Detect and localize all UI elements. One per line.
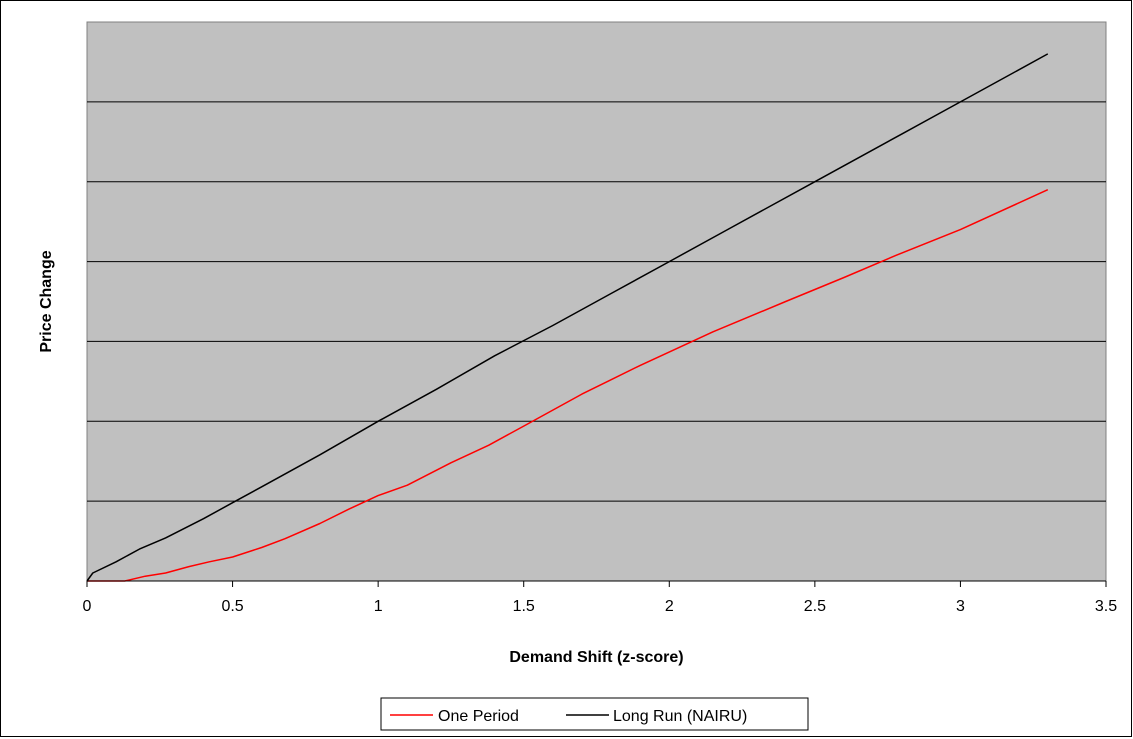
y-axis-title: Price Change xyxy=(38,250,55,352)
series-lines xyxy=(86,53,1049,582)
x-tick-label: 3 xyxy=(956,598,965,615)
legend-label-long-run: Long Run (NAIRU) xyxy=(613,708,747,725)
x-tick-label: 2.5 xyxy=(804,598,826,615)
x-tick-label: 0.5 xyxy=(221,598,243,615)
legend-box xyxy=(380,697,809,731)
x-axis: 0 0.5 1 1.5 2 2.5 3 3.5 xyxy=(83,580,1117,615)
legend-label-one-period: One Period xyxy=(438,708,519,725)
gridlines xyxy=(87,101,1106,502)
x-tick-label: 3.5 xyxy=(1095,598,1117,615)
x-tick-label: 1 xyxy=(374,598,383,615)
x-axis-title: Demand Shift (z-score) xyxy=(509,649,683,666)
x-tick-label: 1.5 xyxy=(513,598,535,615)
legend: One Period Long Run (NAIRU) xyxy=(380,697,809,731)
series-line-one-period xyxy=(87,189,1049,582)
series-line-long-run xyxy=(86,53,1049,582)
x-tick-label: 2 xyxy=(665,598,674,615)
x-tick-label: 0 xyxy=(83,598,92,615)
